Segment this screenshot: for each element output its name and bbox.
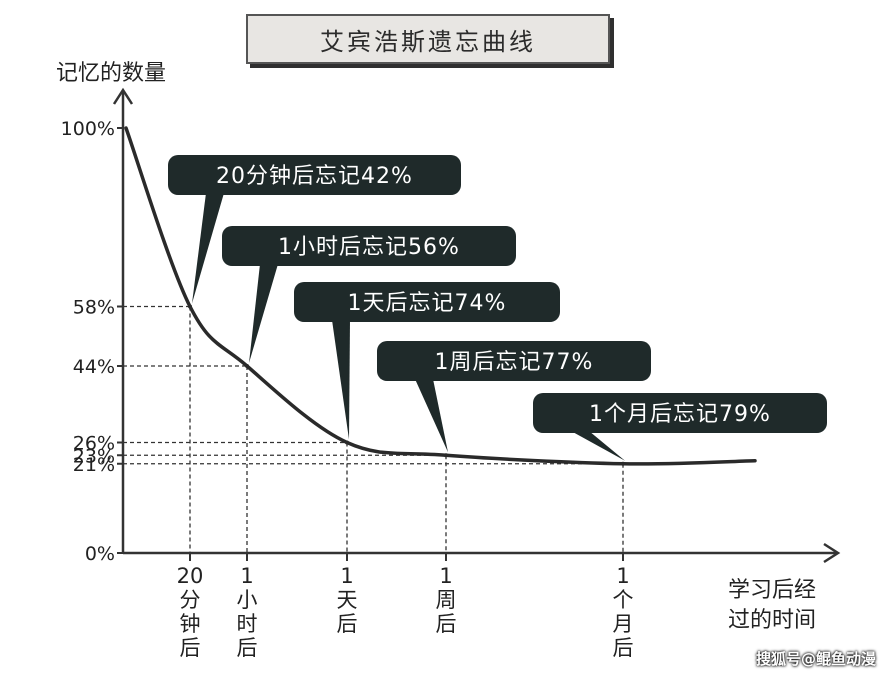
x-tick-label: 1: [616, 564, 629, 588]
x-tick-label: 小: [237, 588, 258, 612]
data-point: [444, 453, 448, 458]
x-tick-label: 后: [613, 636, 634, 660]
y-tick-label: 21%: [73, 454, 115, 476]
y-tick-label: 23%: [73, 445, 115, 467]
callout-pointer: [249, 264, 278, 363]
x-tick-label: 周: [436, 588, 457, 612]
x-tick-label: 后: [237, 636, 258, 660]
x-tick-label: 分: [180, 588, 201, 612]
x-tick-label: 20: [177, 564, 204, 588]
y-axis-arrow: [112, 87, 134, 105]
callout-box: [222, 226, 516, 266]
callout-label: 1个月后忘记79%: [589, 402, 771, 427]
x-axis-label: 过的时间: [728, 608, 816, 633]
x-tick-label: 后: [337, 612, 358, 636]
x-tick-label: 时: [237, 612, 258, 636]
callout-box: [168, 155, 461, 195]
y-tick-label: 0%: [85, 543, 115, 565]
callout-label: 1小时后忘记56%: [278, 235, 460, 260]
callout-label: 1周后忘记77%: [435, 350, 594, 375]
x-axis-arrow: [823, 542, 841, 564]
x-tick-label: 1: [340, 564, 353, 588]
y-tick-label: 58%: [73, 297, 115, 319]
callout-pointer: [415, 379, 448, 453]
data-point: [621, 461, 625, 466]
y-tick-label: 44%: [73, 356, 115, 378]
y-axis-label: 记忆的数量: [56, 61, 166, 86]
x-tick-label: 个: [613, 588, 634, 612]
y-tick-label: 100%: [61, 118, 115, 140]
x-tick-label: 钟: [180, 612, 201, 636]
x-tick-label: 后: [180, 636, 201, 660]
chart-title: 艾宾浩斯遗忘曲线: [246, 14, 610, 64]
callout-box: [533, 393, 827, 433]
x-tick-label: 天: [337, 588, 358, 612]
x-tick-label: 后: [436, 612, 457, 636]
x-tick-label: 1: [240, 564, 253, 588]
callout-box: [294, 282, 560, 322]
y-tick-label: 26%: [73, 433, 115, 455]
x-tick-label: 月: [613, 612, 634, 636]
callout-box: [377, 341, 651, 381]
data-point: [345, 440, 349, 445]
callout-pointer: [571, 431, 625, 461]
x-tick-label: 1: [439, 564, 452, 588]
callout-label: 1天后忘记74%: [348, 291, 507, 316]
callout-pointer: [192, 193, 224, 304]
callout-label: 20分钟后忘记42%: [216, 164, 413, 189]
callout-pointer: [332, 320, 350, 440]
watermark: 搜狐号@鲲鱼动漫: [755, 650, 876, 668]
data-point: [245, 364, 249, 368]
x-axis-label: 学习后经: [728, 578, 816, 603]
data-point: [188, 304, 192, 309]
